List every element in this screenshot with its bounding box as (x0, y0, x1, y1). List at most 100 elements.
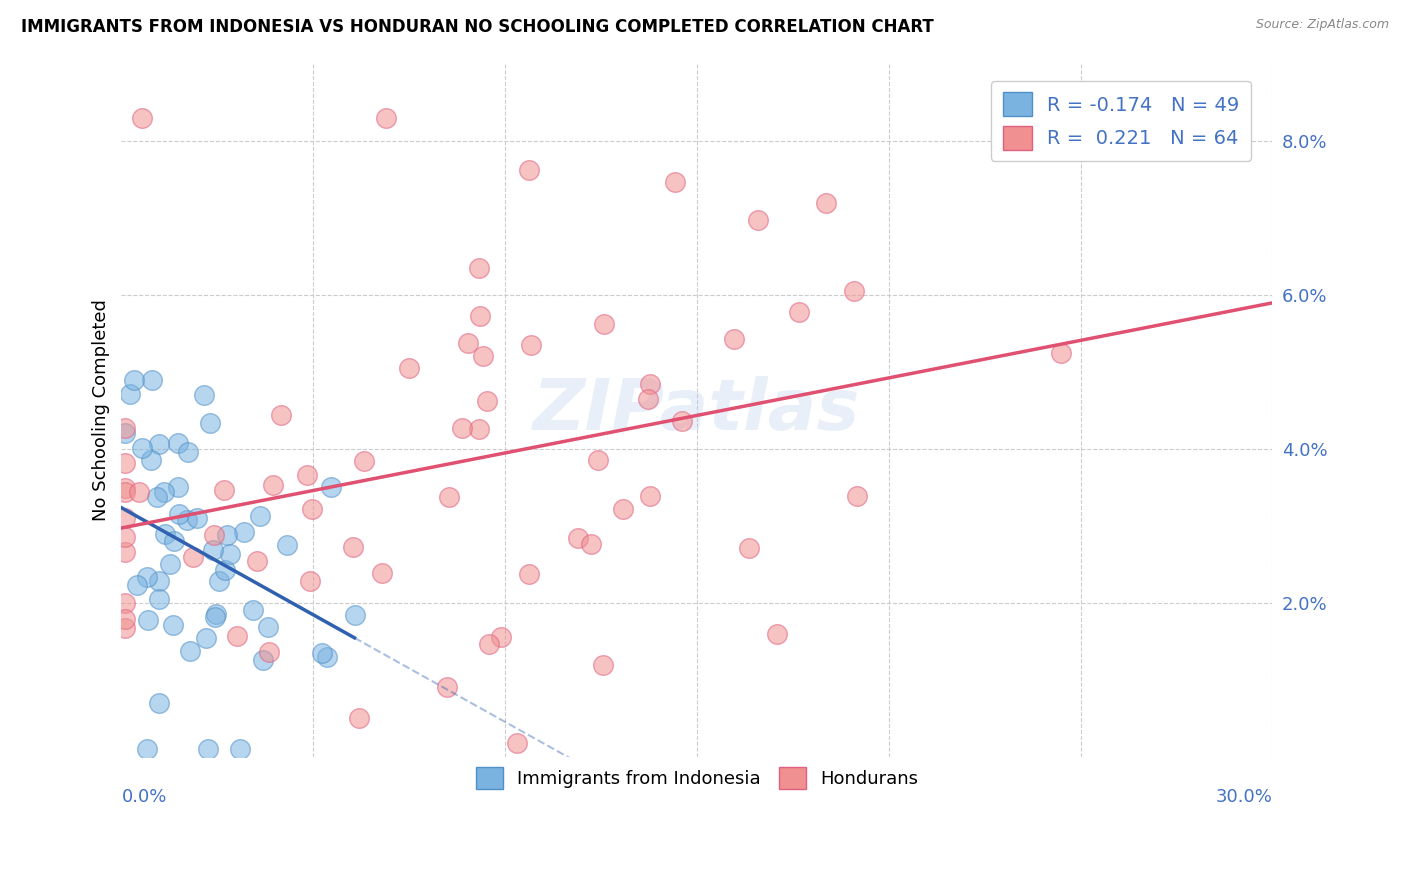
Text: Source: ZipAtlas.com: Source: ZipAtlas.com (1256, 18, 1389, 31)
Point (114, 510, 136, 524)
Text: 0.0%: 0.0% (121, 788, 167, 805)
Point (472, 349, 495, 363)
Point (136, 570, 159, 584)
Point (276, 538, 298, 552)
Point (153, 526, 176, 541)
Point (478, 637, 501, 651)
Point (475, 394, 498, 409)
Point (343, 607, 366, 622)
Point (207, 574, 229, 588)
Point (162, 534, 184, 549)
Point (765, 627, 787, 641)
Point (489, 630, 512, 644)
Point (593, 317, 616, 331)
Point (120, 386, 142, 401)
Text: IMMIGRANTS FROM INDONESIA VS HONDURAN NO SCHOOLING COMPLETED CORRELATION CHART: IMMIGRANTS FROM INDONESIA VS HONDURAN NO… (21, 18, 934, 36)
Point (249, 508, 271, 523)
Point (167, 480, 190, 494)
Point (193, 387, 215, 401)
Point (252, 653, 274, 667)
Point (638, 377, 661, 392)
Point (586, 452, 609, 467)
Point (114, 485, 136, 500)
Point (270, 408, 292, 422)
Point (214, 563, 236, 577)
Point (131, 441, 153, 455)
Point (664, 175, 686, 189)
Point (505, 736, 527, 750)
Point (218, 548, 240, 562)
Point (114, 596, 136, 610)
Point (148, 591, 170, 606)
Point (162, 618, 184, 632)
Point (114, 530, 136, 544)
Point (186, 511, 208, 525)
Point (747, 213, 769, 227)
Point (136, 613, 159, 627)
Point (517, 162, 540, 177)
Point (114, 426, 136, 441)
Point (347, 711, 370, 725)
Point (468, 422, 491, 436)
Point (439, 490, 461, 504)
Point (114, 481, 136, 495)
Point (640, 489, 662, 503)
Point (167, 435, 190, 450)
Point (457, 335, 479, 350)
Point (371, 566, 394, 581)
Point (842, 284, 865, 298)
Point (141, 373, 163, 387)
Point (212, 483, 235, 498)
Point (136, 742, 159, 756)
Point (148, 437, 170, 451)
Point (612, 501, 634, 516)
Point (436, 680, 458, 694)
Point (468, 309, 491, 323)
Point (1050, 346, 1073, 360)
Point (198, 416, 221, 430)
Point (315, 650, 337, 665)
Point (723, 332, 745, 346)
Point (353, 454, 375, 468)
Point (127, 578, 149, 592)
Point (451, 420, 474, 434)
Point (845, 489, 868, 503)
Point (114, 621, 136, 635)
Point (148, 574, 170, 588)
Point (217, 528, 239, 542)
Point (787, 305, 810, 319)
Point (148, 696, 170, 710)
Point (233, 524, 256, 539)
Point (159, 557, 181, 571)
Point (815, 195, 838, 210)
Point (517, 567, 540, 582)
Point (299, 574, 322, 588)
Point (311, 646, 333, 660)
Point (176, 513, 198, 527)
Point (242, 602, 264, 616)
Point (204, 609, 226, 624)
Point (637, 392, 659, 406)
Point (229, 742, 252, 756)
Point (146, 490, 169, 504)
Point (520, 338, 543, 352)
Point (246, 553, 269, 567)
Point (128, 484, 150, 499)
Point (301, 501, 323, 516)
Y-axis label: No Schooling Completed: No Schooling Completed (93, 300, 110, 521)
Point (256, 620, 278, 634)
Point (183, 549, 205, 564)
Point (114, 545, 136, 559)
Point (201, 542, 224, 557)
Point (204, 607, 226, 621)
Point (671, 414, 693, 428)
Point (202, 528, 225, 542)
Point (225, 629, 247, 643)
Point (342, 541, 364, 555)
Point (567, 531, 589, 545)
Point (262, 478, 284, 492)
Legend: Immigrants from Indonesia, Hondurans: Immigrants from Indonesia, Hondurans (468, 760, 925, 797)
Point (257, 645, 280, 659)
Point (321, 480, 343, 494)
Point (295, 468, 318, 483)
